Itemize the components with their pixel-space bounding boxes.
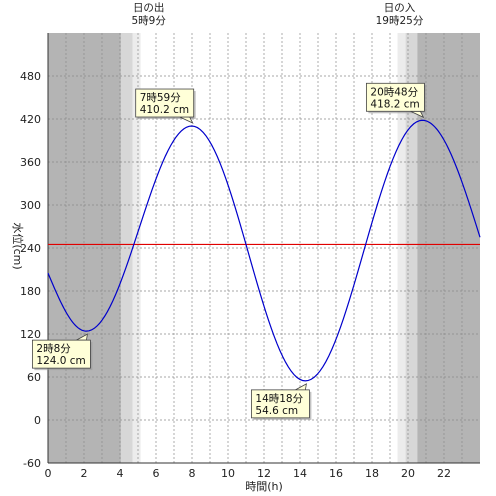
x-tick-label: 8 — [189, 467, 196, 480]
callout-time: 2時8分 — [36, 343, 71, 355]
twilight-band-morning — [120, 33, 133, 463]
x-tick-label: 10 — [221, 467, 235, 480]
y-tick-label: 420 — [20, 113, 41, 126]
callout-time: 20時48分 — [370, 86, 418, 98]
x-tick-label: 16 — [329, 467, 343, 480]
y-tick-label: 360 — [20, 156, 41, 169]
callout-box — [135, 88, 195, 118]
callout-time: 14時18分 — [255, 393, 303, 405]
grid-lines — [47, 33, 480, 464]
x-axis-title: 時間(h) — [245, 480, 283, 493]
x-tick-label: 6 — [153, 467, 160, 480]
x-tick-label: 12 — [257, 467, 271, 480]
callout-value: 124.0 cm — [36, 355, 85, 367]
sunrise-label: 日の出 5時9分 — [132, 1, 167, 27]
sunrise-title: 日の出 — [133, 1, 165, 14]
x-tick-label: 2 — [81, 467, 88, 480]
tide-series — [47, 119, 481, 382]
twilight-band-evening — [405, 33, 418, 463]
y-tick-label: 60 — [27, 371, 41, 384]
callout-value: 418.2 cm — [370, 98, 419, 110]
axis-ticks: 0 2 4 6 8 10 12 14 16 18 20 22 -60 0 60 120 180 240 300 360… — [20, 70, 451, 480]
tide-line — [47, 119, 481, 382]
sunset-title: 日の入 — [384, 2, 416, 14]
x-tick-label: 14 — [293, 467, 307, 480]
callout-box — [250, 389, 310, 419]
y-tick-label: 480 — [20, 70, 41, 83]
sunset-time: 19時25分 — [376, 15, 424, 27]
x-tick-label: 4 — [117, 467, 124, 480]
callout-box — [31, 339, 91, 369]
y-axis-title: 水位(cm) — [11, 222, 25, 269]
y-tick-label: 300 — [20, 199, 41, 212]
y-tick-label: 0 — [34, 414, 41, 427]
x-tick-label: 22 — [437, 467, 451, 480]
x-tick-label: 18 — [365, 467, 379, 480]
y-tick-label: 240 — [20, 242, 41, 255]
y-tick-label: 180 — [20, 285, 41, 298]
callout-value: 54.6 cm — [255, 405, 298, 417]
x-tick-label: 0 — [45, 467, 52, 480]
x-tick-label: 20 — [401, 467, 415, 480]
y-tick-label: -60 — [23, 457, 41, 470]
callout-value: 410.2 cm — [140, 104, 189, 116]
callout-time: 7時59分 — [140, 92, 182, 104]
sunrise-time: 5時9分 — [132, 15, 167, 27]
callout-box — [365, 82, 425, 112]
sunset-label: 日の入 19時25分 — [376, 2, 424, 27]
y-tick-label: 120 — [20, 328, 41, 341]
